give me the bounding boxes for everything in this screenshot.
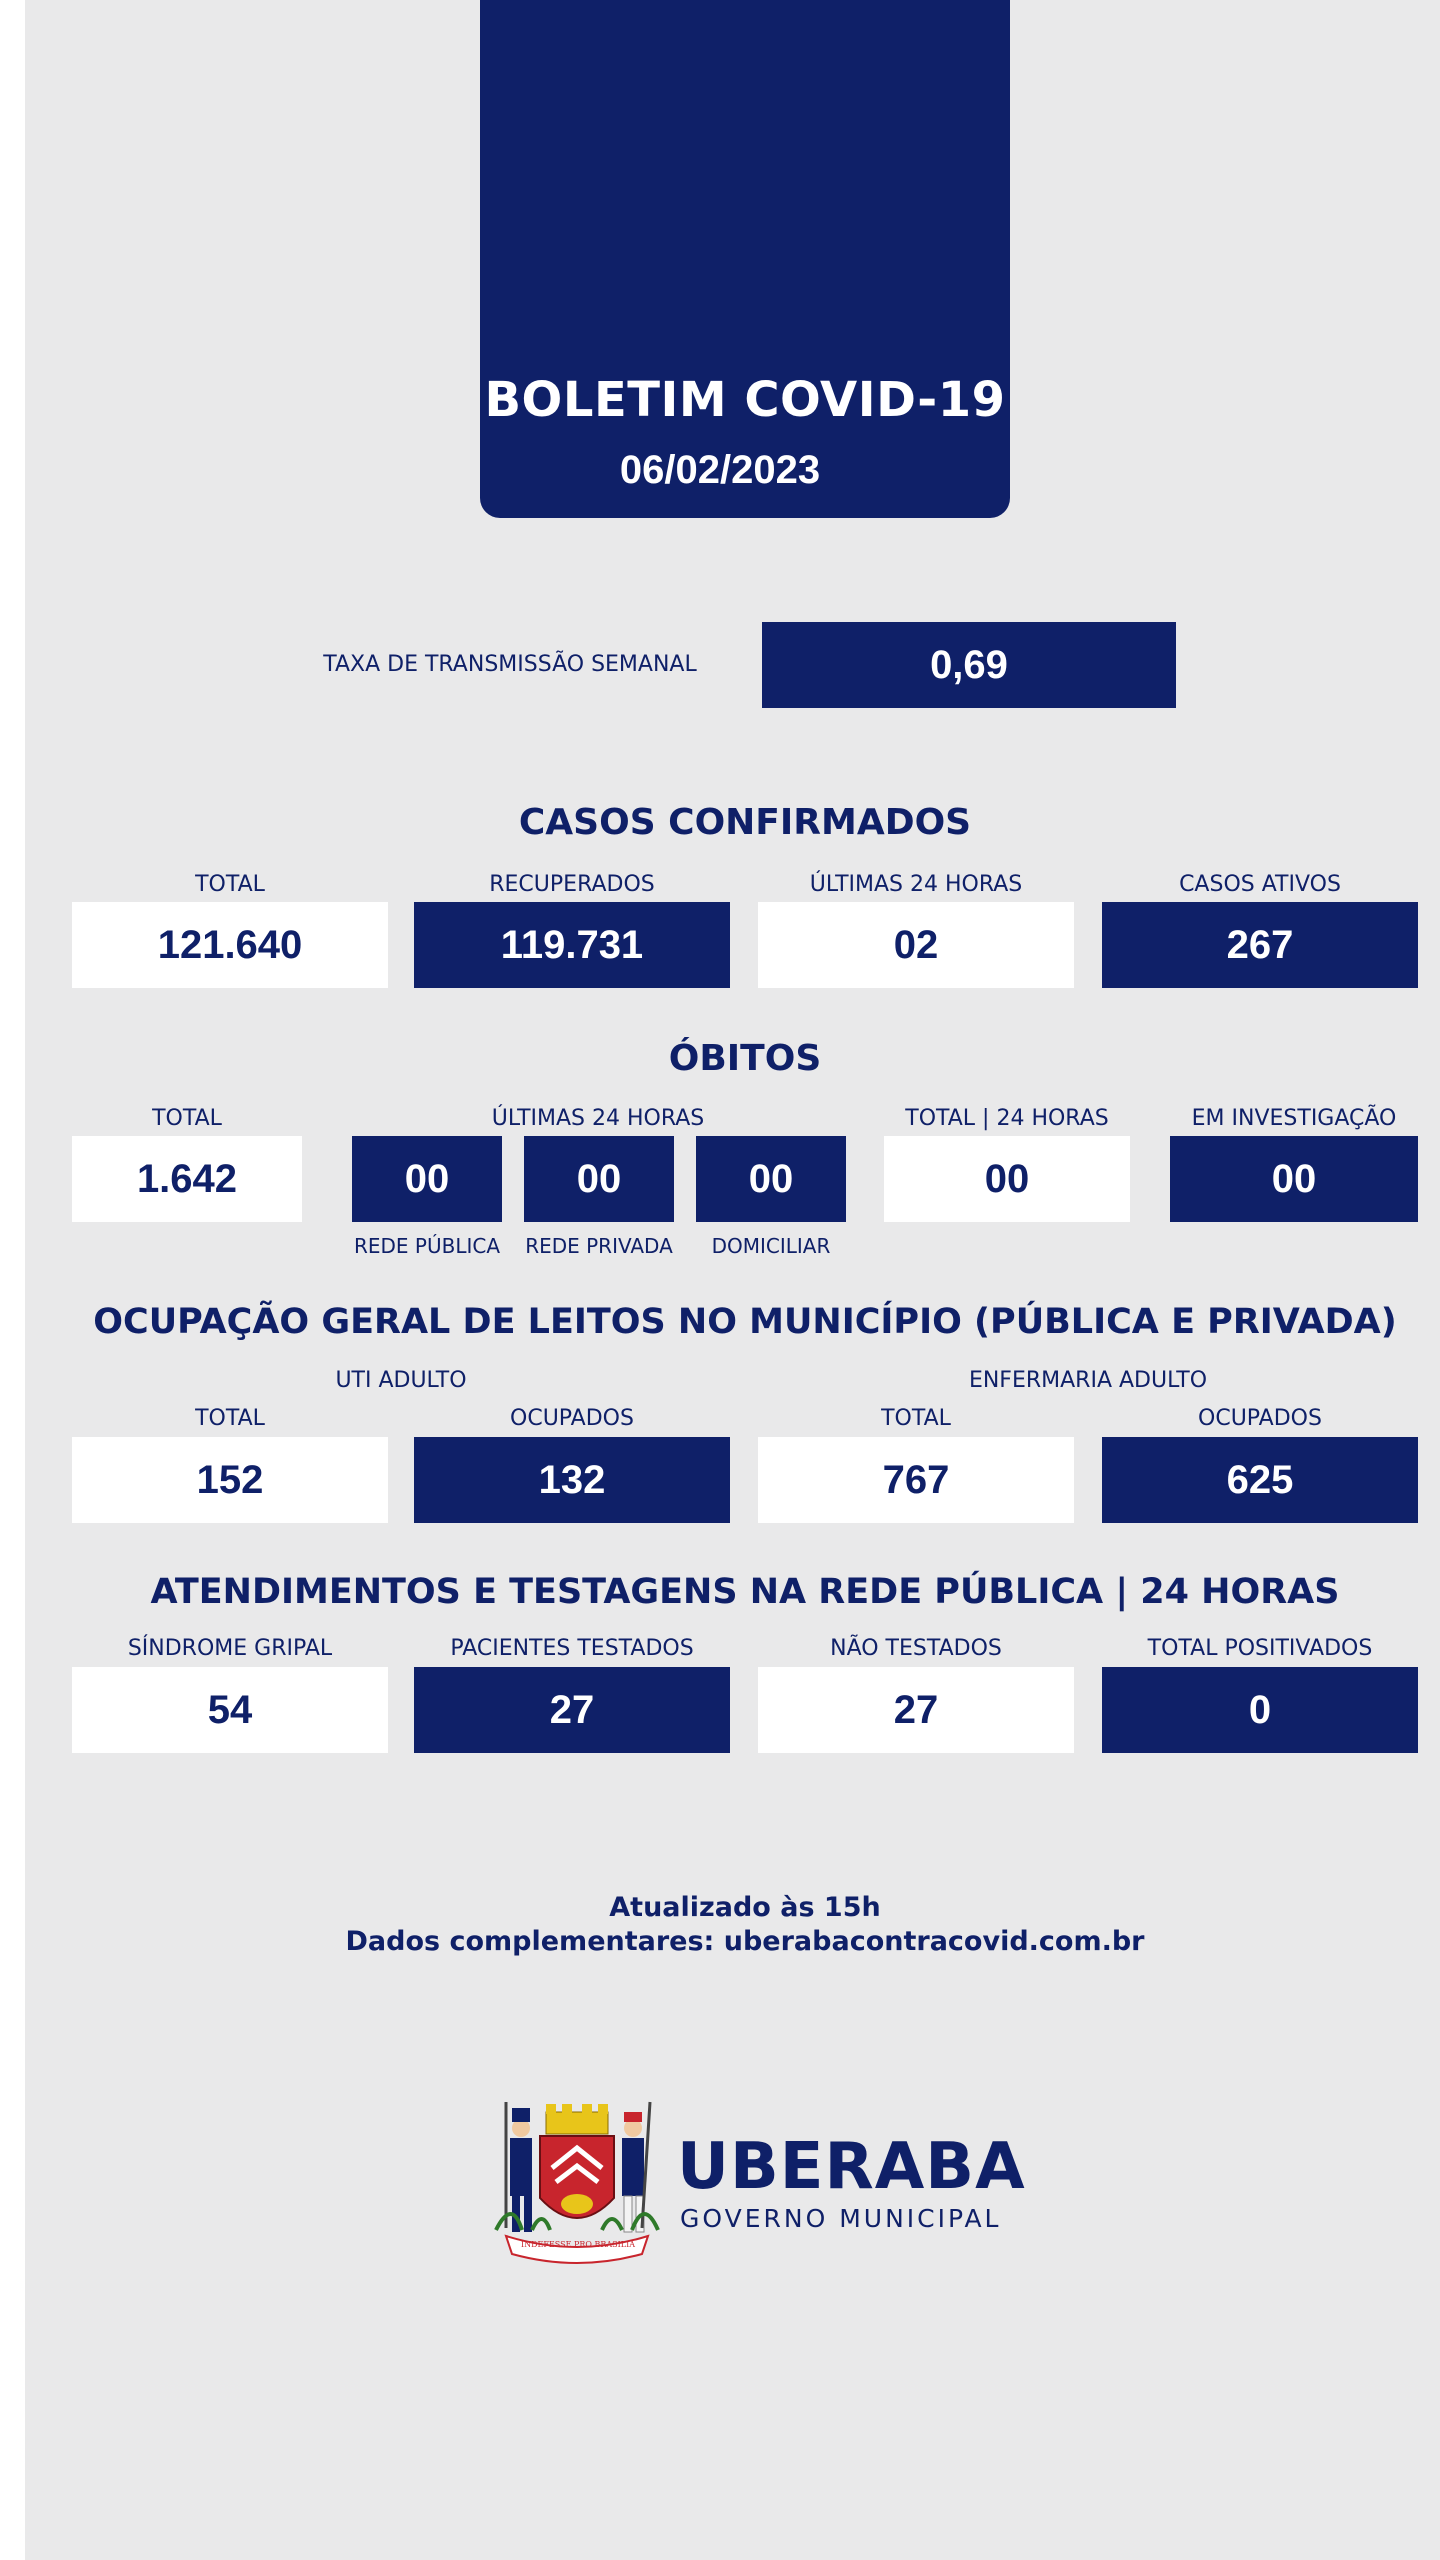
bulletin-date: 06/02/2023	[619, 448, 821, 492]
beds-title: OCUPAÇÃO GERAL DE LEITOS NO MUNICÍPIO (P…	[93, 1302, 1397, 1342]
ward-occupied-label: OCUPADOS	[1198, 1406, 1322, 1431]
municipal-coat-of-arms-icon	[492, 2098, 662, 2266]
tests-title: ATENDIMENTOS E TESTAGENS NA REDE PÚBLICA…	[150, 1572, 1340, 1612]
deaths-private-value: 00	[524, 1136, 674, 1222]
deaths-title: ÓBITOS	[668, 1038, 822, 1079]
cases-active-label: CASOS ATIVOS	[1179, 872, 1341, 897]
deaths-public-label: REDE PÚBLICA	[353, 1234, 501, 1258]
deaths-investigation-value: 00	[1170, 1136, 1418, 1222]
cases-24h-value: 02	[758, 902, 1074, 988]
tests-flu-label: SÍNDROME GRIPAL	[127, 1636, 333, 1661]
ward-total-value: 767	[758, 1437, 1074, 1523]
cases-24h-label: ÚLTIMAS 24 HORAS	[809, 872, 1023, 897]
tests-positive-value: 0	[1102, 1667, 1418, 1753]
deaths-24h-label: ÚLTIMAS 24 HORAS	[491, 1106, 705, 1131]
cases-recovered-label: RECUPERADOS	[489, 872, 655, 897]
deaths-total-label: TOTAL	[152, 1106, 222, 1131]
deaths-home-label: DOMICILIAR	[711, 1234, 831, 1258]
uti-total-label: TOTAL	[195, 1406, 265, 1431]
ward-total-label: TOTAL	[881, 1406, 951, 1431]
deaths-private-label: REDE PRIVADA	[525, 1234, 673, 1258]
logo-motto: INDEFESSE PRO BRASILIA	[520, 2240, 636, 2249]
tests-untested-label: NÃO TESTADOS	[830, 1636, 1002, 1661]
source-text: Dados complementares: uberabacontracovid…	[345, 1926, 1145, 1957]
cases-active-value: 267	[1102, 902, 1418, 988]
transmission-label: TAXA DE TRANSMISSÃO SEMANAL	[323, 652, 697, 677]
updated-text: Atualizado às 15h	[609, 1892, 881, 1923]
uti-label: UTI ADULTO	[335, 1368, 467, 1393]
logo-subtitle: GOVERNO MUNICIPAL	[680, 2204, 1002, 2233]
ward-occupied-value: 625	[1102, 1437, 1418, 1523]
cases-total-label: TOTAL	[195, 872, 265, 897]
cases-recovered-value: 119.731	[414, 902, 730, 988]
deaths-public-value: 00	[352, 1136, 502, 1222]
cases-title: CASOS CONFIRMADOS	[518, 802, 972, 843]
logo-name: UBERABA	[677, 2130, 1026, 2204]
deaths-total24-value: 00	[884, 1136, 1130, 1222]
ward-label: ENFERMARIA ADULTO	[968, 1368, 1208, 1393]
deaths-home-value: 00	[696, 1136, 846, 1222]
deaths-total-value: 1.642	[72, 1136, 302, 1222]
uti-total-value: 152	[72, 1437, 388, 1523]
tests-tested-value: 27	[414, 1667, 730, 1753]
deaths-investigation-label: EM INVESTIGAÇÃO	[1191, 1106, 1397, 1131]
uti-occupied-value: 132	[414, 1437, 730, 1523]
tests-untested-value: 27	[758, 1667, 1074, 1753]
cases-total-value: 121.640	[72, 902, 388, 988]
transmission-value: 0,69	[762, 622, 1176, 708]
tests-positive-label: TOTAL POSITIVADOS	[1147, 1636, 1373, 1661]
deaths-total24-label: TOTAL | 24 HORAS	[905, 1106, 1109, 1131]
bulletin-title: BOLETIM COVID-19	[484, 372, 1006, 428]
header-banner	[480, 0, 1010, 518]
uti-occupied-label: OCUPADOS	[510, 1406, 634, 1431]
tests-flu-value: 54	[72, 1667, 388, 1753]
tests-tested-label: PACIENTES TESTADOS	[450, 1636, 694, 1661]
